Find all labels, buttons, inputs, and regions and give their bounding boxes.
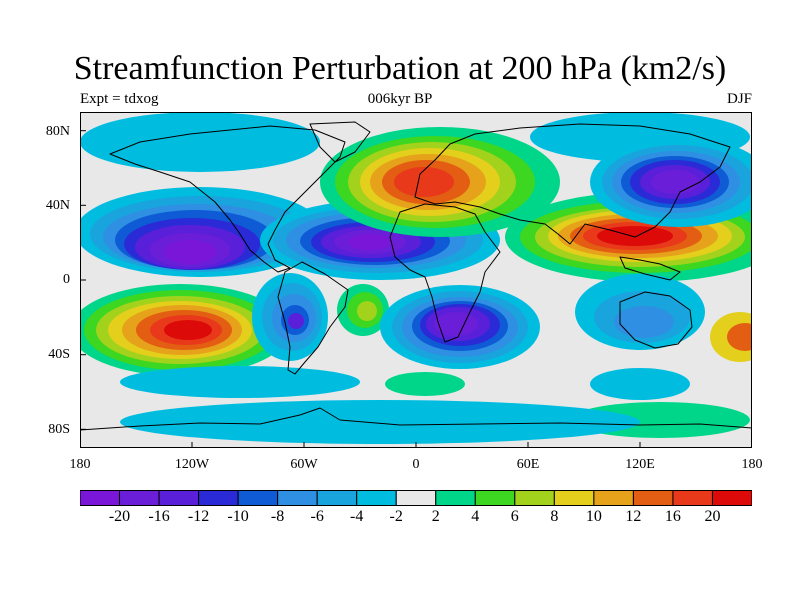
lon-label-180-west: 180 (69, 457, 91, 472)
colorbar-swatch-15 (672, 490, 713, 506)
colorbar-label: -2 (389, 508, 403, 525)
colorbar-swatch-11 (514, 490, 555, 506)
colorbar-label: -6 (310, 508, 324, 525)
colorbar-label: 6 (510, 508, 519, 525)
lat-label-40n: 40N (45, 198, 70, 213)
coastline-north-america (109, 125, 346, 273)
colorbar-swatch-0 (80, 490, 121, 506)
colorbar-swatch-9 (435, 490, 476, 506)
colorbar-label: -20 (108, 508, 131, 525)
colorbar-label: 8 (550, 508, 559, 525)
contour-southern-blue-1 (120, 366, 360, 398)
lat-label-80n: 80N (45, 124, 70, 139)
contour-npac-g (651, 170, 699, 194)
lon-label-180-east: 180 (741, 457, 763, 472)
map-plot (80, 112, 752, 448)
colorbar-swatch-12 (553, 490, 595, 506)
lat-label-40s: 40S (48, 347, 70, 362)
contour-asia-h (597, 226, 673, 246)
contour-spac-h (164, 320, 212, 340)
contour-aus-c (614, 306, 674, 338)
contour-epac-h (164, 240, 216, 264)
lon-label-120e: 120E (625, 457, 655, 472)
colorbar-swatch-14 (632, 490, 674, 506)
colorbar-swatch-8 (395, 490, 437, 506)
colorbar-label: -12 (187, 508, 210, 525)
colorbar-label: -8 (270, 508, 285, 525)
colorbar-swatch-13 (593, 490, 634, 506)
contour-antarctic-blue (120, 400, 640, 444)
contour-arctic-blue (80, 112, 320, 172)
colorbar (80, 490, 752, 506)
lat-label-0: 0 (63, 272, 70, 287)
period-label: 006kyr BP (367, 91, 433, 107)
contour-southern-blue-2 (590, 368, 690, 400)
colorbar-swatch-3 (198, 490, 239, 506)
colorbar-swatch-1 (119, 490, 160, 506)
contour-sam-e (288, 313, 304, 329)
plot-title: Streamfunction Perturbation at 200 hPa (… (73, 50, 727, 87)
lon-label-60e: 60E (516, 457, 540, 472)
colorbar-label: 10 (585, 508, 602, 525)
colorbar-label: 20 (704, 508, 721, 525)
colorbar-swatch-6 (316, 490, 358, 506)
coastline-greenland (309, 121, 371, 163)
colorbar-swatch-5 (277, 490, 318, 506)
colorbar-label: -10 (227, 508, 249, 525)
colorbar-label: 2 (431, 508, 440, 525)
contour-date-line-high-b (727, 323, 752, 351)
colorbar-swatch-4 (237, 490, 279, 506)
lat-label-80s: 80S (48, 422, 70, 437)
coastline-southeast-asia (619, 256, 681, 281)
colorbar-label: 4 (471, 508, 480, 525)
colorbar-label: 12 (625, 508, 642, 525)
colorbar-label: -16 (148, 508, 170, 525)
lon-label-0: 0 (412, 457, 420, 472)
colorbar-swatch-16 (711, 490, 752, 506)
experiment-label: Expt = tdxog (80, 91, 159, 107)
coastline-africa (389, 203, 501, 343)
coastline-antarctica (80, 407, 752, 431)
colorbar-swatch-2 (158, 490, 200, 506)
coastline-eurasia (414, 123, 731, 245)
contour-southern-green-1 (385, 372, 465, 396)
colorbar-label: -4 (350, 508, 364, 525)
lon-label-120w: 120W (174, 457, 210, 472)
contour-saf-g (434, 312, 478, 336)
colorbar-label: 16 (664, 508, 681, 525)
colorbar-swatch-7 (356, 490, 397, 506)
contour-eur-g (394, 167, 454, 197)
lon-label-60w: 60W (290, 457, 318, 472)
colorbar-swatch-10 (474, 490, 516, 506)
coastline-south-america (277, 261, 349, 375)
contour-satl-c (357, 301, 377, 321)
season-label: DJF (726, 91, 752, 107)
contour-atl-h (348, 234, 392, 250)
coastline-australia (619, 291, 693, 349)
